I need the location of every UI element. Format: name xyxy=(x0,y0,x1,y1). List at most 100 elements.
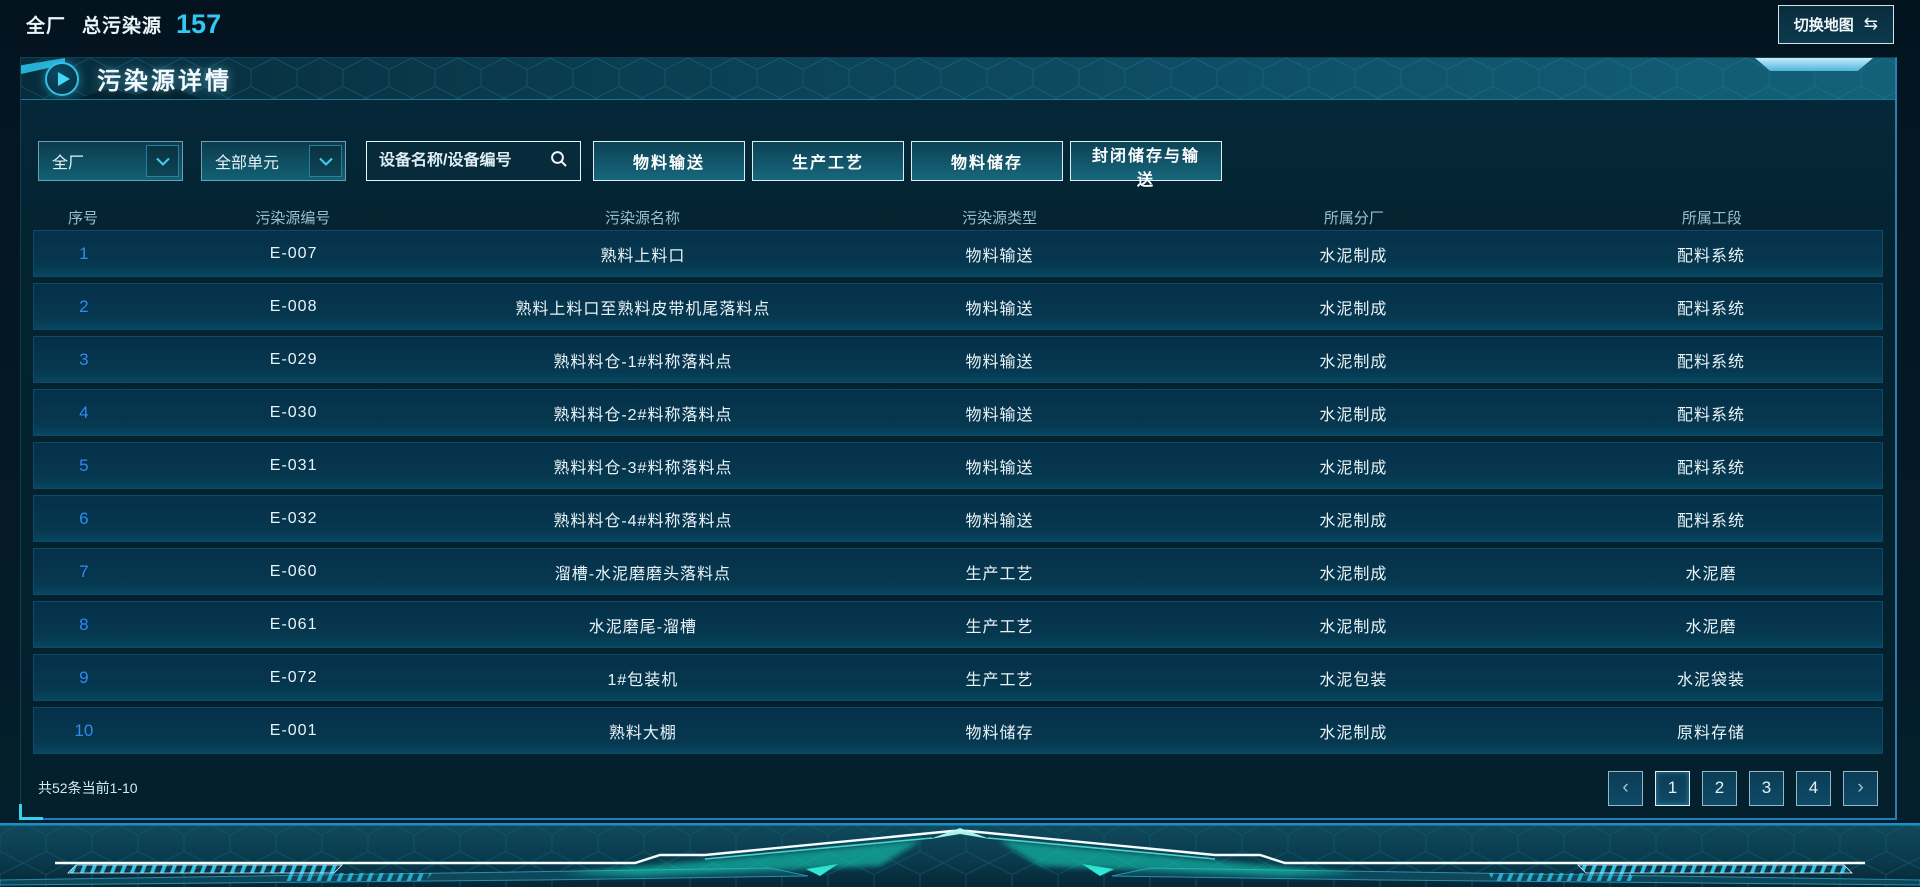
table-row[interactable]: 5 E-031 熟料料仓-3#料称落料点 物料输送 水泥制成 配料系统 xyxy=(33,442,1883,489)
cell-name: 水泥磨尾-溜槽 xyxy=(588,618,698,636)
cell-plant: 水泥制成 xyxy=(1319,459,1388,477)
cell-code: E-032 xyxy=(269,509,318,527)
cell-index: 9 xyxy=(79,667,89,687)
chevron-down-icon xyxy=(309,145,342,177)
cell-plant: 水泥包装 xyxy=(1319,671,1388,689)
cell-plant: 水泥制成 xyxy=(1319,406,1388,424)
cell-name: 熟料料仓-2#料称落料点 xyxy=(553,406,733,424)
factory-select[interactable]: 全厂 xyxy=(38,141,183,181)
total-pollution-label: 总污染源 xyxy=(82,15,163,37)
cell-index: 2 xyxy=(79,296,89,316)
total-pollution-count: 157 xyxy=(176,8,222,39)
cell-type: 物料输送 xyxy=(965,459,1034,477)
cell-index: 6 xyxy=(79,508,89,528)
cell-plant: 水泥制成 xyxy=(1319,618,1388,636)
cell-code: E-031 xyxy=(269,456,318,474)
prev-page-button[interactable]: ‹ xyxy=(1608,770,1643,806)
pollution-type-buttons: 物料输送 生产工艺 物料储存 封闭储存与输送 xyxy=(593,141,1234,189)
type-filter-button[interactable]: 物料输送 xyxy=(593,141,745,181)
cell-type: 物料输送 xyxy=(965,300,1034,318)
table-header-row: 序号 污染源编号 污染源名称 污染源类型 所属分厂 所属工段 xyxy=(33,204,1883,230)
cell-plant: 水泥制成 xyxy=(1319,565,1388,583)
cell-index: 7 xyxy=(79,561,89,581)
table-row[interactable]: 1 E-007 熟料上料口 物料输送 水泥制成 配料系统 xyxy=(33,230,1883,277)
table-row[interactable]: 4 E-030 熟料料仓-2#料称落料点 物料输送 水泥制成 配料系统 xyxy=(33,389,1883,436)
table-row[interactable]: 2 E-008 熟料上料口至熟料皮带机尾落料点 物料输送 水泥制成 配料系统 xyxy=(33,283,1883,330)
cell-name: 溜槽-水泥磨磨头落料点 xyxy=(554,565,732,583)
cell-code: E-030 xyxy=(269,403,318,421)
cell-name: 熟料料仓-1#料称落料点 xyxy=(553,353,733,371)
swap-arrows-icon: ⇆ xyxy=(1863,14,1878,33)
cell-name: 熟料大棚 xyxy=(608,724,677,742)
page-number-button[interactable]: 3 xyxy=(1749,770,1784,806)
pollution-detail-panel: 污染源详情 全厂 全部单元 xyxy=(19,57,1897,820)
cell-type: 生产工艺 xyxy=(965,671,1034,689)
switch-map-button[interactable]: 切换地图 ⇆ xyxy=(1777,4,1894,44)
cell-type: 生产工艺 xyxy=(965,565,1034,583)
table-row[interactable]: 3 E-029 熟料料仓-1#料称落料点 物料输送 水泥制成 配料系统 xyxy=(33,336,1883,383)
factory-select-value: 全厂 xyxy=(52,155,85,172)
unit-select-value: 全部单元 xyxy=(215,155,280,172)
bottom-decoration xyxy=(0,823,1920,887)
cell-plant: 水泥制成 xyxy=(1319,724,1388,742)
cell-section: 水泥磨 xyxy=(1685,618,1737,636)
cell-name: 熟料上料口 xyxy=(600,247,686,265)
cell-name: 熟料上料口至熟料皮带机尾落料点 xyxy=(515,300,771,318)
cell-code: E-060 xyxy=(269,562,318,580)
type-filter-button[interactable]: 生产工艺 xyxy=(752,141,904,181)
page-number-button[interactable]: 1 xyxy=(1655,770,1690,806)
table-row[interactable]: 9 E-072 1#包装机 生产工艺 水泥包装 水泥袋装 xyxy=(33,654,1883,701)
scope-label: 全厂 xyxy=(26,15,67,37)
search-icon[interactable] xyxy=(550,150,568,173)
column-header: 所属分厂 xyxy=(1323,209,1384,227)
column-header: 所属工段 xyxy=(1681,209,1742,227)
cell-index: 4 xyxy=(79,402,89,422)
page-number-button[interactable]: 2 xyxy=(1702,770,1737,806)
type-filter-button[interactable]: 物料储存 xyxy=(911,141,1063,181)
type-filter-button[interactable]: 封闭储存与输送 xyxy=(1070,141,1222,189)
hexagon-pattern xyxy=(21,58,1895,99)
unit-select[interactable]: 全部单元 xyxy=(201,141,346,181)
cell-index: 5 xyxy=(79,455,89,475)
cell-code: E-061 xyxy=(269,615,318,633)
cell-section: 水泥袋装 xyxy=(1677,671,1746,689)
cell-type: 物料储存 xyxy=(965,724,1034,742)
cell-section: 配料系统 xyxy=(1677,300,1746,318)
record-summary: 共52条当前1-10 xyxy=(38,780,138,796)
cell-type: 生产工艺 xyxy=(965,618,1034,636)
device-search-input[interactable] xyxy=(379,152,550,170)
column-header: 污染源编号 xyxy=(255,209,331,227)
table-row[interactable]: 10 E-001 熟料大棚 物料储存 水泥制成 原料存储 xyxy=(33,707,1883,754)
panel-header: 污染源详情 xyxy=(21,58,1895,100)
cell-index: 8 xyxy=(79,614,89,634)
cell-name: 1#包装机 xyxy=(607,671,679,689)
page-number-button[interactable]: 4 xyxy=(1796,770,1831,806)
cell-code: E-008 xyxy=(269,297,318,315)
cell-section: 原料存储 xyxy=(1677,724,1746,742)
table-row[interactable]: 6 E-032 熟料料仓-4#料称落料点 物料输送 水泥制成 配料系统 xyxy=(33,495,1883,542)
next-page-button[interactable]: › xyxy=(1843,770,1878,806)
cell-plant: 水泥制成 xyxy=(1319,512,1388,530)
cell-index: 1 xyxy=(79,243,89,263)
cell-type: 物料输送 xyxy=(965,512,1034,530)
top-bar: 全厂 总污染源 157 切换地图 ⇆ xyxy=(0,0,1920,48)
column-header: 污染源名称 xyxy=(605,209,681,227)
cell-section: 配料系统 xyxy=(1677,247,1746,265)
cell-code: E-029 xyxy=(269,350,318,368)
cell-section: 配料系统 xyxy=(1677,459,1746,477)
cell-type: 物料输送 xyxy=(965,353,1034,371)
cell-code: E-001 xyxy=(269,721,318,739)
table-row[interactable]: 8 E-061 水泥磨尾-溜槽 生产工艺 水泥制成 水泥磨 xyxy=(33,601,1883,648)
cell-name: 熟料料仓-4#料称落料点 xyxy=(553,512,733,530)
column-header: 序号 xyxy=(67,209,98,227)
table-row[interactable]: 7 E-060 溜槽-水泥磨磨头落料点 生产工艺 水泥制成 水泥磨 xyxy=(33,548,1883,595)
cell-plant: 水泥制成 xyxy=(1319,247,1388,265)
panel-title: 污染源详情 xyxy=(97,68,232,95)
play-icon xyxy=(45,61,79,96)
column-header: 污染源类型 xyxy=(962,209,1038,227)
cell-plant: 水泥制成 xyxy=(1319,300,1388,318)
